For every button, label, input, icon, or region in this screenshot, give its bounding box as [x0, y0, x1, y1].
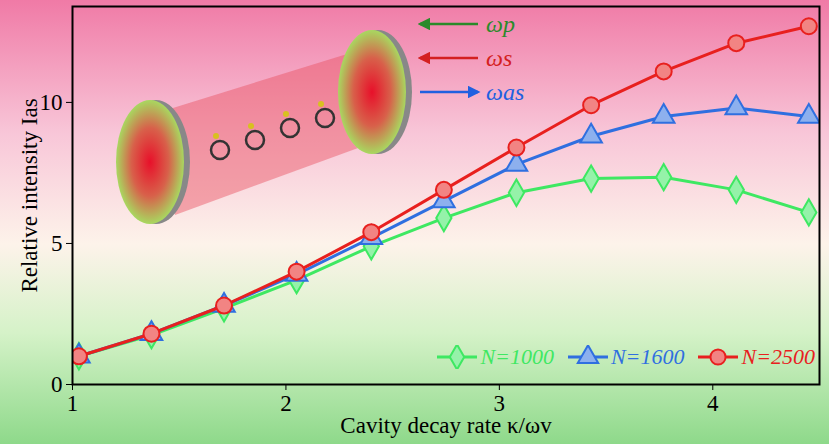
- svg-text:3: 3: [493, 390, 506, 416]
- svg-text:10: 10: [40, 90, 63, 115]
- svg-text:Cavity decay rate κ/ωv: Cavity decay rate κ/ωv: [340, 413, 552, 438]
- svg-text:4: 4: [707, 391, 719, 416]
- html-text:N=1600: N=1600: [610, 344, 685, 369]
- svg-text:5: 5: [51, 231, 63, 256]
- svg-text:ωs: ωs: [486, 45, 512, 71]
- html-text:N=2500: N=2500: [741, 344, 815, 369]
- svg-text:ωas: ωas: [486, 79, 524, 105]
- svg-text:0: 0: [51, 372, 63, 397]
- svg-text:ωp: ωp: [486, 11, 515, 37]
- html-text:N=1000: N=1000: [480, 344, 554, 369]
- svg-text:Relative intensity Ias: Relative intensity Ias: [17, 98, 42, 292]
- svg-text:2: 2: [280, 391, 292, 416]
- svg-text:1: 1: [67, 391, 79, 416]
